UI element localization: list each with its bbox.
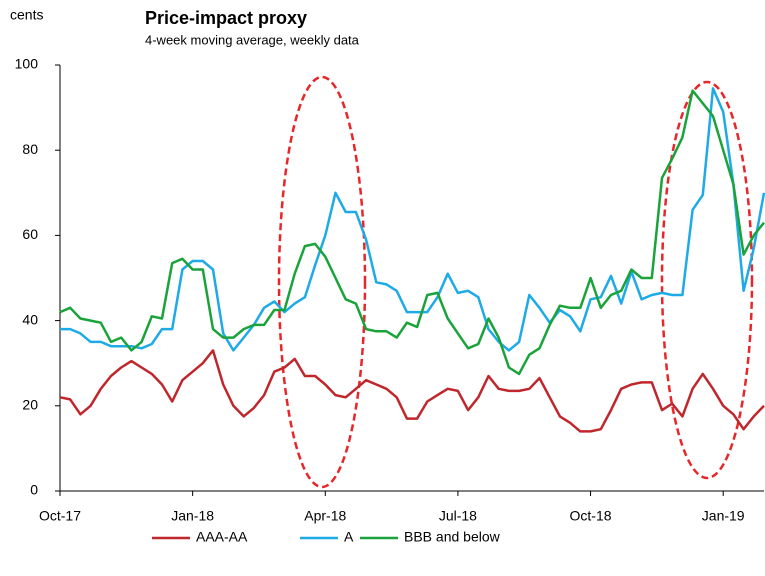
y-tick-label: 80 xyxy=(22,141,38,157)
chart-title: Price-impact proxy xyxy=(145,8,307,28)
x-tick-label: Oct-17 xyxy=(39,508,81,524)
y-tick-label: 0 xyxy=(30,482,38,498)
data-line xyxy=(60,87,765,352)
data-line xyxy=(59,89,765,376)
legend-label: AAA-AA xyxy=(196,529,248,545)
highlight-ellipse xyxy=(277,75,367,489)
y-tick-label: 60 xyxy=(22,226,38,242)
legend-label: BBB and below xyxy=(404,529,501,545)
chart-subtitle: 4-week moving average, weekly data xyxy=(145,32,360,47)
y-tick-label: 20 xyxy=(22,397,38,413)
data-line xyxy=(59,349,765,433)
legend-label: A xyxy=(344,529,354,545)
x-tick-label: Jan-19 xyxy=(702,508,745,524)
x-tick-label: Jan-18 xyxy=(171,508,214,524)
y-tick-label: 100 xyxy=(15,56,39,72)
y-tick-label: 40 xyxy=(22,311,38,327)
x-tick-label: Oct-18 xyxy=(570,508,612,524)
y-axis-label: cents xyxy=(10,7,43,23)
highlight-ellipse xyxy=(660,80,754,480)
x-tick-label: Apr-18 xyxy=(304,508,346,524)
x-tick-label: Jul-18 xyxy=(439,508,477,524)
